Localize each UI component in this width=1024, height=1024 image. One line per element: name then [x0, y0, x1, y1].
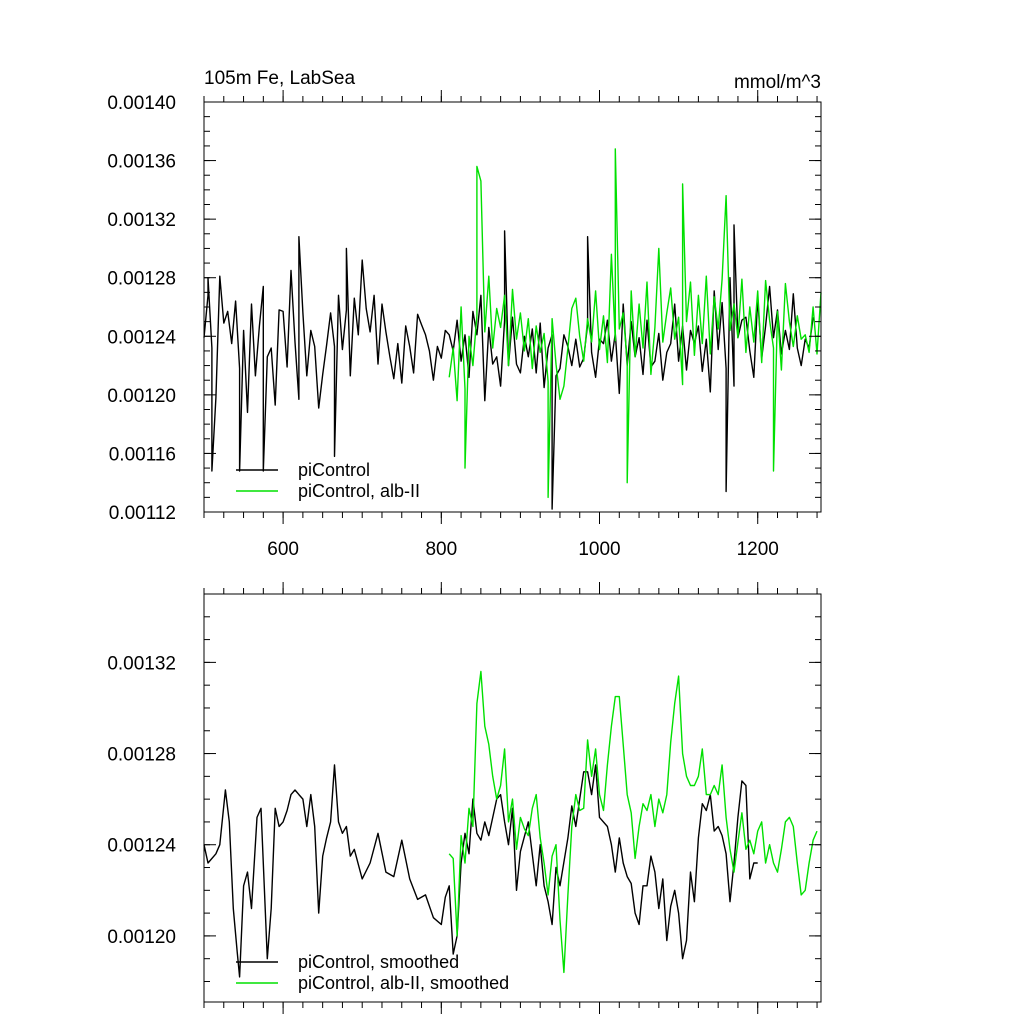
top-x-tick-label: 600 — [267, 539, 299, 560]
bottom-panel-legend: piControl, smoothed piControl, alb-II, s… — [236, 952, 509, 993]
top-y-tick-label: 0.00116 — [109, 444, 176, 465]
top-panel: 105m Fe, LabSea mmol/m^3 0.001120.001160… — [107, 68, 822, 560]
top-y-tick-label: 0.00136 — [107, 152, 176, 173]
bottom-y-tick-label: 0.00124 — [107, 836, 176, 857]
top-panel-title: 105m Fe, LabSea — [204, 68, 355, 89]
top-y-tick-label: 0.00132 — [107, 210, 176, 231]
top-y-tick-label: 0.00120 — [107, 386, 176, 407]
top-panel-series — [203, 148, 822, 510]
top-y-tick-label: 0.00124 — [107, 327, 176, 348]
bottom-series-line-0 — [203, 764, 758, 978]
legend-label-picontrol-smoothed: piControl, smoothed — [298, 952, 459, 972]
bottom-y-tick-label: 0.00132 — [107, 653, 176, 674]
top-series-line-1 — [448, 148, 822, 499]
legend-label-picontrol-alb: piControl, alb-II — [298, 481, 420, 501]
top-x-tick-label: 800 — [425, 539, 457, 560]
top-y-tick-label: 0.00128 — [107, 269, 176, 290]
top-panel-legend: piControl piControl, alb-II — [236, 460, 420, 501]
bottom-panel-series — [203, 670, 818, 978]
top-y-tick-label: 0.00112 — [109, 503, 176, 524]
top-series-line-0 — [203, 224, 814, 510]
bottom-panel-ticks: 0.00120 0.00124 0.00128 0.00132 — [107, 582, 821, 1014]
top-x-tick-label: 1200 — [737, 539, 779, 560]
top-y-tick-label: 0.00140 — [107, 93, 176, 114]
bottom-panel: 0.00120 0.00124 0.00128 0.00132 piControl, … — [107, 582, 822, 1014]
bottom-series-line-1 — [448, 670, 818, 974]
bottom-y-tick-label: 0.00120 — [107, 927, 176, 948]
legend-label-picontrol: piControl — [298, 460, 370, 480]
bottom-panel-frame — [203, 593, 822, 1003]
bottom-y-tick-label: 0.00128 — [107, 745, 176, 766]
top-panel-ticks: 0.00112 0.00116 0.00120 0.00124 0.00128 0.001… — [107, 90, 821, 560]
top-x-tick-label: 1000 — [578, 539, 620, 560]
legend-label-picontrol-alb-smoothed: piControl, alb-II, smoothed — [298, 973, 509, 993]
top-panel-units: mmol/m^3 — [734, 72, 821, 93]
top-panel-frame — [203, 101, 822, 513]
